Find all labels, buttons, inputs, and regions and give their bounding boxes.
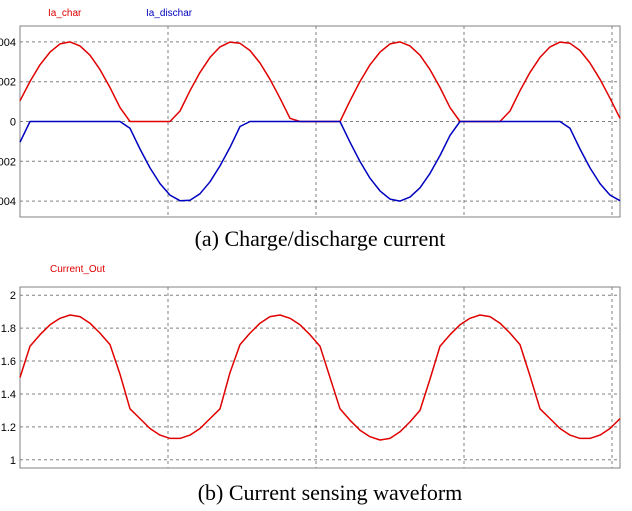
y-tick-label: 1.6 <box>1 356 16 368</box>
chart-a-legend: Ia_char Ia_dischar <box>48 8 193 19</box>
chart-b-legend: Current_Out <box>50 264 105 275</box>
legend-entry: Ia_char <box>48 8 82 19</box>
chart-a-frame <box>19 25 621 218</box>
y-tick-label: 2 <box>10 290 16 302</box>
y-tick-label: 0.004 <box>0 37 16 49</box>
legend-entry: Ia_dischar <box>146 8 193 19</box>
chart-a-series <box>19 41 621 202</box>
legend-entry: Current_Out <box>50 264 105 275</box>
chart-b-caption: (b) Current sensing waveform <box>198 480 463 505</box>
charge-discharge-chart: 0.004 0.002 0 -0.002 -0.004 Ia_char Ia_discha… <box>0 8 621 251</box>
series-line-ia-dischar <box>19 120 621 202</box>
y-tick-label: 1 <box>10 455 16 467</box>
y-tick-label: 1.4 <box>1 389 16 401</box>
chart-b-series <box>19 314 621 441</box>
series-line-current-out <box>19 314 621 441</box>
y-tick-label: 1.8 <box>1 323 16 335</box>
y-tick-label: -0.004 <box>0 196 16 208</box>
chart-a-caption: (a) Charge/discharge current <box>195 226 446 251</box>
current-sensing-chart: 2 1.8 1.6 1.4 1.2 1 Current_Out (b) Current s… <box>1 264 621 505</box>
chart-a-y-tick-labels: 0.004 0.002 0 -0.002 -0.004 <box>0 37 16 208</box>
chart-b-y-tick-labels: 2 1.8 1.6 1.4 1.2 1 <box>1 290 16 467</box>
y-tick-label: 1.2 <box>1 422 16 434</box>
y-tick-label: -0.002 <box>0 156 16 168</box>
y-tick-label: 0.002 <box>0 77 16 89</box>
y-tick-label: 0 <box>10 117 16 129</box>
